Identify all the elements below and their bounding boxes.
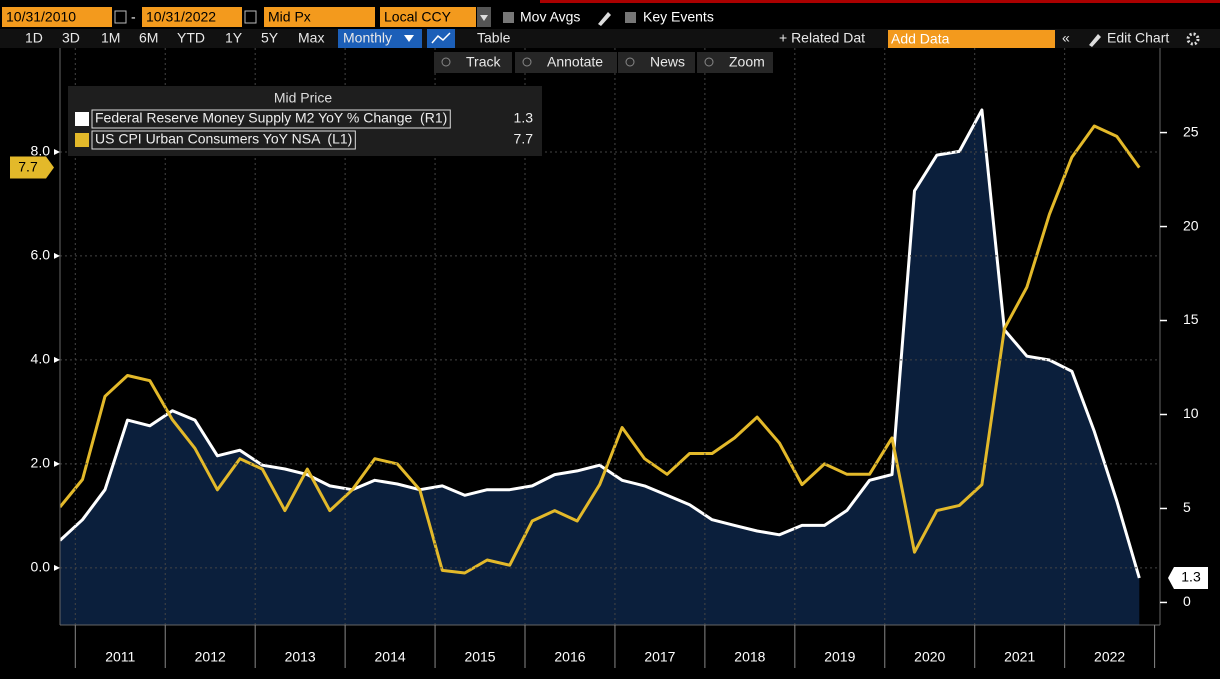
y-tick-label: 4.0	[31, 351, 51, 367]
checkbox[interactable]	[625, 12, 636, 23]
pencil-icon	[1089, 34, 1101, 47]
tool-label[interactable]: News	[650, 54, 685, 70]
y2-tick-label: 15	[1183, 311, 1199, 327]
add-data-input[interactable]	[888, 30, 1055, 48]
y2-tick-label: 20	[1183, 217, 1199, 233]
legend-value: 1.3	[514, 110, 534, 126]
chart-icon	[431, 32, 451, 44]
y-tick	[54, 356, 60, 363]
y2-tick-label: 5	[1183, 499, 1191, 515]
range-button[interactable]: 5Y	[261, 30, 279, 46]
field-input[interactable]	[264, 7, 375, 27]
currency-input[interactable]	[380, 7, 476, 27]
x-tick-label: 2013	[285, 649, 316, 665]
x-tick-label: 2020	[914, 649, 945, 665]
x-tick-label: 2018	[734, 649, 765, 665]
frequency-dropdown[interactable]	[338, 29, 422, 48]
tool-icon	[625, 57, 635, 67]
legend-box	[68, 86, 542, 156]
start-date-input[interactable]	[2, 7, 112, 27]
collapse-icon[interactable]: «	[1062, 30, 1070, 46]
last-value-badge	[1168, 567, 1208, 590]
legend: Mid Price Federal Reserve Money Supply M2…	[68, 86, 542, 156]
end-date[interactable]: 10/31/2022	[146, 9, 216, 25]
tool-label[interactable]: Annotate	[547, 54, 603, 70]
range-button[interactable]: 1M	[101, 30, 120, 46]
tool-label[interactable]: Zoom	[729, 54, 765, 70]
y-tick-label: 8.0	[31, 143, 51, 159]
x-tick-label: 2012	[195, 649, 226, 665]
field[interactable]: Mid Px	[268, 9, 311, 25]
x-tick-label: 2016	[554, 649, 585, 665]
last-value-badge	[10, 156, 54, 179]
tool-icon	[704, 57, 714, 67]
checkbox[interactable]	[503, 12, 514, 23]
legend-label: Federal Reserve Money Supply M2 YoY % Ch…	[95, 110, 447, 126]
x-tick-label: 2014	[375, 649, 406, 665]
edit-chart[interactable]: Edit Chart	[1107, 30, 1169, 46]
dropdown-arrow	[480, 15, 488, 21]
settings-icon[interactable]	[1186, 32, 1200, 46]
x-tick-label: 2017	[644, 649, 675, 665]
tool-icon	[441, 57, 451, 67]
range-button[interactable]: 6M	[139, 30, 158, 46]
tool-button[interactable]	[618, 52, 695, 73]
range-button[interactable]: 3D	[62, 30, 80, 46]
x-tick-label: 2021	[1004, 649, 1035, 665]
currency[interactable]: Local CCY	[384, 9, 452, 25]
y-tick	[54, 460, 60, 467]
calendar-icon[interactable]	[244, 10, 257, 24]
table-button[interactable]: Table	[477, 30, 511, 46]
legend-label-frame	[91, 109, 451, 129]
tool-label[interactable]: Track	[466, 54, 501, 70]
tool-button[interactable]	[515, 52, 617, 73]
frequency[interactable]: Monthly	[343, 30, 392, 46]
top-strip	[540, 0, 1220, 3]
y2-tick-label: 0	[1183, 593, 1191, 609]
legend-swatch	[75, 133, 89, 147]
y-tick-label: 2.0	[31, 455, 51, 471]
x-tick-label: 2022	[1094, 649, 1125, 665]
x-tick-label: 2019	[824, 649, 855, 665]
related-data[interactable]: + Related Dat	[779, 30, 865, 46]
y-tick	[54, 564, 60, 571]
tool-button[interactable]	[434, 52, 512, 73]
calendar-icon[interactable]	[114, 10, 127, 24]
last-value-label: 1.3	[1181, 569, 1201, 585]
mov-avgs[interactable]: Mov Avgs	[520, 9, 580, 25]
series-line	[60, 108, 1141, 579]
series-area	[60, 110, 1140, 625]
y-tick	[54, 252, 60, 259]
legend-swatch	[75, 112, 89, 126]
end-date-input[interactable]	[142, 7, 242, 27]
y-tick-label: 6.0	[31, 247, 51, 263]
y2-tick-label: 10	[1183, 405, 1199, 421]
date-separator: -	[131, 9, 136, 25]
series-layer	[60, 108, 1141, 625]
legend-label: US CPI Urban Consumers YoY NSA (L1)	[95, 131, 352, 147]
tool-icon	[522, 57, 532, 67]
y2-tick-label: 25	[1183, 123, 1199, 139]
series-line	[60, 124, 1141, 575]
add-data[interactable]: Add Data	[891, 31, 950, 47]
range-button[interactable]: 1D	[25, 30, 43, 46]
dropdown-arrow	[404, 35, 414, 42]
key-events[interactable]: Key Events	[643, 9, 714, 25]
range-button[interactable]: YTD	[177, 30, 205, 46]
range-button[interactable]: Max	[298, 30, 324, 46]
legend-label-frame	[91, 130, 356, 150]
range-button[interactable]: 1Y	[225, 30, 243, 46]
legend-title: Mid Price	[274, 90, 333, 106]
y-tick-label: 0.0	[31, 559, 51, 575]
y-tick	[54, 148, 60, 155]
tool-button[interactable]	[697, 52, 773, 73]
x-tick-label: 2015	[464, 649, 495, 665]
pencil-icon[interactable]	[598, 12, 611, 26]
last-value-label: 7.7	[18, 158, 38, 174]
x-tick-label: 2011	[105, 649, 135, 665]
start-date[interactable]: 10/31/2010	[6, 9, 76, 25]
legend-value: 7.7	[514, 131, 534, 147]
